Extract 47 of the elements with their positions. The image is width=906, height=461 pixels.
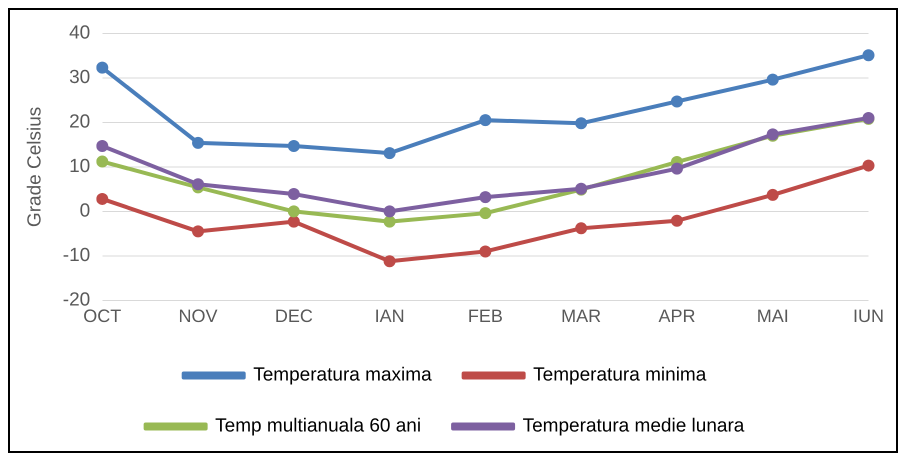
point [670, 162, 683, 175]
point [192, 136, 204, 149]
y-axis-title: Grade Celsius [24, 106, 46, 228]
y-tick-label: 40 [69, 22, 90, 44]
point [288, 188, 300, 200]
point [384, 216, 396, 228]
point [96, 140, 108, 152]
x-tick-label: MAR [561, 306, 602, 326]
point [479, 207, 492, 220]
point [766, 188, 779, 201]
x-tick-label: FEB [468, 306, 503, 326]
legend-label: Temperatura medie lunara [522, 416, 745, 437]
point [384, 147, 396, 160]
point [479, 245, 492, 258]
point [766, 74, 779, 86]
y-tick-label: 10 [69, 156, 90, 178]
x-tick-label: NOV [178, 306, 218, 326]
x-tick-label: IUN [853, 306, 884, 326]
y-tick-label: 30 [69, 67, 90, 88]
point [96, 62, 108, 74]
point [288, 216, 300, 228]
legend-label: Temperatura minima [533, 364, 707, 386]
point [575, 222, 588, 234]
point [575, 117, 588, 130]
point [96, 156, 108, 168]
legend-label: Temperatura maxima [253, 364, 432, 386]
point [670, 214, 683, 227]
point [479, 191, 492, 204]
point [862, 49, 874, 62]
point [479, 114, 492, 126]
legend-label: Temp multianuala 60 ani [215, 416, 422, 437]
point [862, 160, 874, 172]
y-tick-label: 20 [69, 112, 90, 133]
point [288, 140, 300, 152]
point [670, 95, 683, 108]
y-tick-label: 0 [80, 200, 90, 222]
point [288, 205, 300, 218]
point [384, 255, 396, 268]
point [384, 205, 396, 218]
x-tick-label: IAN [374, 306, 405, 326]
point [96, 192, 108, 205]
y-tick-label: -10 [62, 245, 90, 266]
x-tick-label: MAI [756, 306, 789, 326]
x-tick-label: APR [658, 306, 696, 326]
point [192, 178, 204, 190]
point [192, 225, 204, 238]
x-tick-label: DEC [274, 306, 313, 326]
